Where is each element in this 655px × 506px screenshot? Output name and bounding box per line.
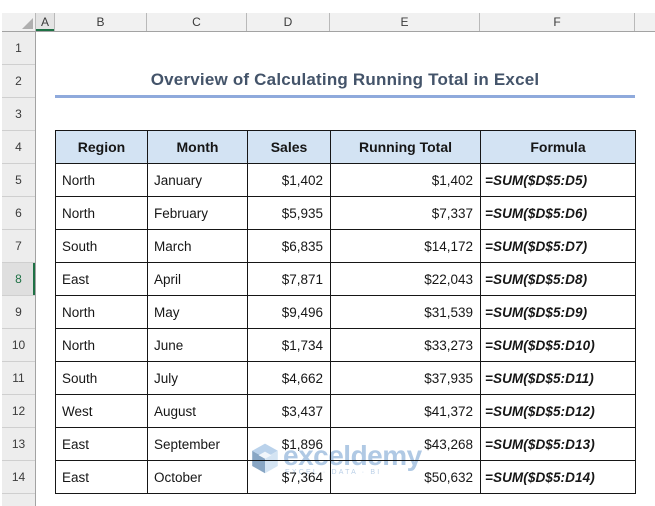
cell-region-7[interactable]: South: [55, 229, 148, 263]
table-row: East October $7,364 $50,632 =SUM($D$5:D1…: [55, 460, 636, 494]
cell-formula-12[interactable]: =SUM($D$5:D12): [480, 394, 636, 428]
cell-month-8[interactable]: April: [147, 262, 248, 296]
cell-region-8[interactable]: East: [55, 262, 148, 296]
row-header-3[interactable]: 3: [2, 98, 35, 131]
row-header-strip: 1 2 3 4 5 6 7 8 9 10 11 12 13 14: [2, 32, 36, 506]
column-header-c[interactable]: C: [147, 13, 247, 31]
row-header-12[interactable]: 12: [2, 395, 35, 428]
cell-running-total-13[interactable]: $43,268: [330, 427, 481, 461]
table-row: South March $6,835 $14,172 =SUM($D$5:D7): [55, 229, 636, 263]
cell-region-13[interactable]: East: [55, 427, 148, 461]
cell-month-14[interactable]: October: [147, 460, 248, 494]
table-row: North June $1,734 $33,273 =SUM($D$5:D10): [55, 328, 636, 362]
cell-formula-13[interactable]: =SUM($D$5:D13): [480, 427, 636, 461]
cell-month-13[interactable]: September: [147, 427, 248, 461]
cell-running-total-12[interactable]: $41,372: [330, 394, 481, 428]
column-header-d[interactable]: D: [247, 13, 330, 31]
cell-region-12[interactable]: West: [55, 394, 148, 428]
row-header-13[interactable]: 13: [2, 428, 35, 461]
header-formula[interactable]: Formula: [480, 130, 636, 164]
cell-running-total-5[interactable]: $1,402: [330, 163, 481, 197]
cell-month-12[interactable]: August: [147, 394, 248, 428]
cell-sales-11[interactable]: $4,662: [247, 361, 331, 395]
cell-formula-11[interactable]: =SUM($D$5:D11): [480, 361, 636, 395]
cell-formula-10[interactable]: =SUM($D$5:D10): [480, 328, 636, 362]
cell-month-10[interactable]: June: [147, 328, 248, 362]
table-row: North May $9,496 $31,539 =SUM($D$5:D9): [55, 295, 636, 329]
cell-formula-14[interactable]: =SUM($D$5:D14): [480, 460, 636, 494]
cell-region-10[interactable]: North: [55, 328, 148, 362]
cell-sales-12[interactable]: $3,437: [247, 394, 331, 428]
cell-sales-10[interactable]: $1,734: [247, 328, 331, 362]
cell-sales-5[interactable]: $1,402: [247, 163, 331, 197]
row-header-6[interactable]: 6: [2, 197, 35, 230]
cell-formula-8[interactable]: =SUM($D$5:D8): [480, 262, 636, 296]
row-header-2[interactable]: 2: [2, 65, 35, 98]
column-header-f[interactable]: F: [480, 13, 635, 31]
cell-region-14[interactable]: East: [55, 460, 148, 494]
table-row: East April $7,871 $22,043 =SUM($D$5:D8): [55, 262, 636, 296]
header-sales[interactable]: Sales: [247, 130, 331, 164]
row-header-10[interactable]: 10: [2, 329, 35, 362]
cell-sales-7[interactable]: $6,835: [247, 229, 331, 263]
cell-formula-5[interactable]: =SUM($D$5:D5): [480, 163, 636, 197]
cell-sales-13[interactable]: $1,896: [247, 427, 331, 461]
header-running-total[interactable]: Running Total: [330, 130, 481, 164]
column-header-a[interactable]: A: [36, 13, 55, 31]
cell-month-11[interactable]: July: [147, 361, 248, 395]
cell-region-5[interactable]: North: [55, 163, 148, 197]
row-header-11[interactable]: 11: [2, 362, 35, 395]
row-header-9[interactable]: 9: [2, 296, 35, 329]
select-all-corner[interactable]: [2, 13, 36, 31]
cell-formula-6[interactable]: =SUM($D$5:D6): [480, 196, 636, 230]
cell-running-total-8[interactable]: $22,043: [330, 262, 481, 296]
header-region[interactable]: Region: [55, 130, 148, 164]
cell-sales-14[interactable]: $7,364: [247, 460, 331, 494]
cell-sales-6[interactable]: $5,935: [247, 196, 331, 230]
cell-formula-7[interactable]: =SUM($D$5:D7): [480, 229, 636, 263]
running-total-table: Region Month Sales Running Total Formula…: [55, 130, 636, 494]
cell-region-11[interactable]: South: [55, 361, 148, 395]
cell-region-9[interactable]: North: [55, 295, 148, 329]
select-all-triangle-icon: [22, 18, 33, 29]
row-header-14[interactable]: 14: [2, 461, 35, 494]
sheet-title[interactable]: Overview of Calculating Running Total in…: [55, 65, 635, 98]
table-row: North February $5,935 $7,337 =SUM($D$5:D…: [55, 196, 636, 230]
row-header-5[interactable]: 5: [2, 164, 35, 197]
column-header-b[interactable]: B: [55, 13, 147, 31]
cell-month-9[interactable]: May: [147, 295, 248, 329]
cell-formula-9[interactable]: =SUM($D$5:D9): [480, 295, 636, 329]
cell-running-total-11[interactable]: $37,935: [330, 361, 481, 395]
column-header-e[interactable]: E: [330, 13, 480, 31]
cell-month-7[interactable]: March: [147, 229, 248, 263]
column-header-g-partial[interactable]: [635, 13, 655, 31]
row-header-15-partial[interactable]: [2, 494, 35, 506]
cell-month-6[interactable]: February: [147, 196, 248, 230]
cell-running-total-7[interactable]: $14,172: [330, 229, 481, 263]
table-row: West August $3,437 $41,372 =SUM($D$5:D12…: [55, 394, 636, 428]
cell-region-6[interactable]: North: [55, 196, 148, 230]
cell-running-total-9[interactable]: $31,539: [330, 295, 481, 329]
table-row: East September $1,896 $43,268 =SUM($D$5:…: [55, 427, 636, 461]
table-row: North January $1,402 $1,402 =SUM($D$5:D5…: [55, 163, 636, 197]
cell-running-total-6[interactable]: $7,337: [330, 196, 481, 230]
cell-sales-9[interactable]: $9,496: [247, 295, 331, 329]
cell-month-5[interactable]: January: [147, 163, 248, 197]
cell-sales-8[interactable]: $7,871: [247, 262, 331, 296]
column-header-strip: A B C D E F: [2, 13, 655, 32]
row-header-4[interactable]: 4: [2, 131, 35, 164]
cell-running-total-14[interactable]: $50,632: [330, 460, 481, 494]
table-header-row: Region Month Sales Running Total Formula: [55, 130, 636, 164]
row-header-8-selected[interactable]: 8: [2, 263, 35, 296]
header-month[interactable]: Month: [147, 130, 248, 164]
row-header-1[interactable]: 1: [2, 32, 35, 65]
table-row: South July $4,662 $37,935 =SUM($D$5:D11): [55, 361, 636, 395]
cell-running-total-10[interactable]: $33,273: [330, 328, 481, 362]
row-header-7[interactable]: 7: [2, 230, 35, 263]
